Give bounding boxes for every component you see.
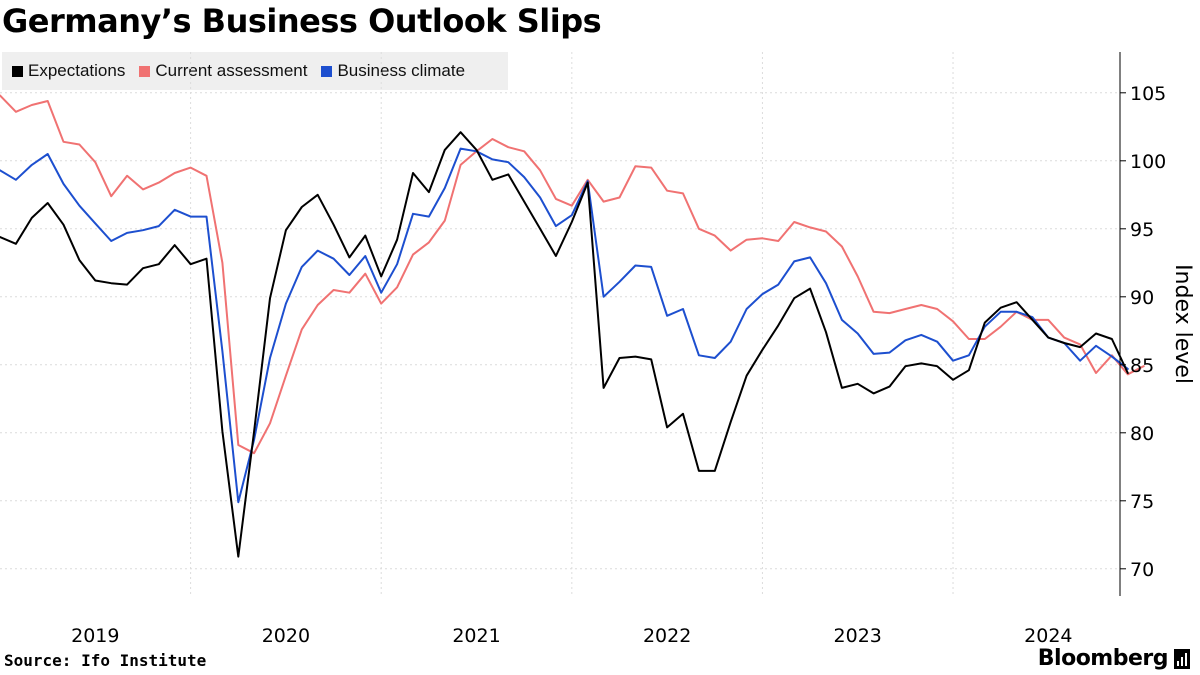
y-tick-label: 75	[1130, 491, 1154, 513]
y-tick-label: 100	[1130, 151, 1166, 173]
legend-label-current-assessment: Current assessment	[155, 61, 308, 80]
series-line-business-climate	[0, 147, 1129, 504]
brand-name: Bloomberg	[1037, 646, 1169, 671]
legend-item-expectations[interactable]: Expectations	[12, 61, 125, 81]
series-line-expectations	[0, 131, 1129, 558]
legend-item-business-climate[interactable]: Business climate	[321, 61, 465, 81]
brand-logo: Bloomberg	[1038, 646, 1190, 671]
x-tick-label: 2021	[452, 625, 500, 647]
y-axis-title: Index level	[1170, 264, 1195, 384]
x-tick-label: 2023	[834, 625, 882, 647]
y-tick-label: 95	[1130, 219, 1154, 241]
x-tick-label: 2020	[262, 625, 310, 647]
y-tick-label: 105	[1130, 83, 1166, 105]
chart-title: Germany’s Business Outlook Slips	[2, 2, 602, 40]
x-tick-label: 2024	[1024, 625, 1072, 647]
line-layer	[0, 94, 1145, 558]
axis-layer: 70 75 80 85 90 95 100 105 2019 2020 2021 2022 2023 20…	[71, 52, 1195, 647]
legend: Expectations Current assessment Business…	[2, 52, 508, 90]
legend-swatch-expectations	[12, 65, 23, 77]
bloomberg-terminal-icon	[1174, 648, 1190, 669]
legend-item-current-assessment[interactable]: Current assessment	[139, 61, 307, 81]
legend-label-business-climate: Business climate	[337, 61, 466, 80]
y-tick-label: 80	[1130, 423, 1154, 445]
grid-layer	[0, 52, 1120, 596]
legend-swatch-business-climate	[321, 65, 333, 77]
x-tick-label: 2022	[643, 625, 691, 647]
y-tick-label: 90	[1130, 287, 1154, 309]
y-tick-label: 70	[1130, 559, 1154, 581]
series-line-current-assessment	[0, 94, 1145, 455]
legend-swatch-current-assessment	[139, 65, 151, 77]
legend-label-expectations: Expectations	[28, 61, 126, 80]
y-tick-label: 85	[1130, 355, 1154, 377]
x-tick-label: 2019	[71, 625, 119, 647]
source-note: Source: Ifo Institute	[4, 651, 207, 670]
